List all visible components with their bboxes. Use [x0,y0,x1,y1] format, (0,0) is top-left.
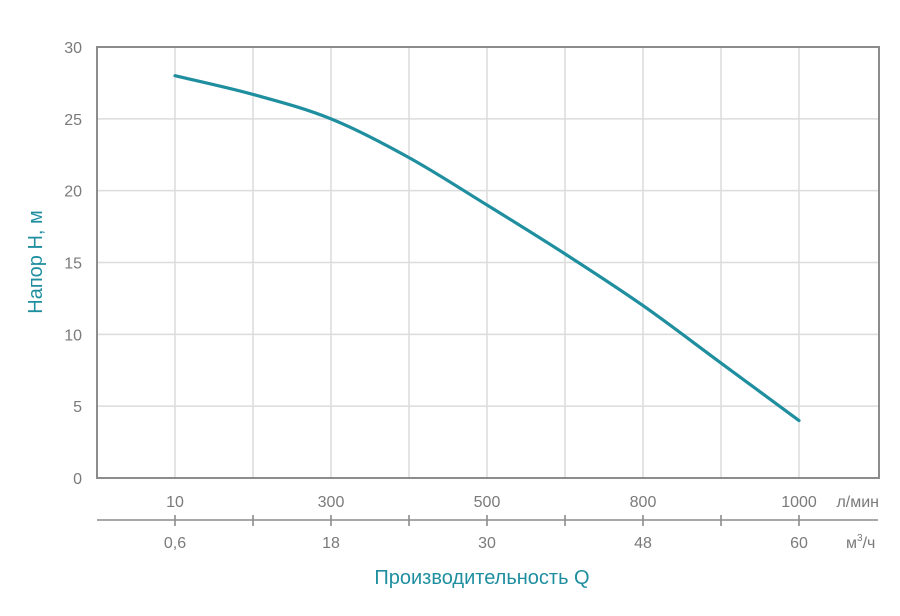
plot-frame [96,46,880,479]
y-tick-label: 10 [64,327,82,344]
x-secondary-tick-label: 30 [478,535,496,552]
x-axis-title: Производительность Q [374,567,589,589]
performance-curve [173,74,801,423]
x-secondary-tick-label: 18 [322,535,340,552]
y-tick-label: 15 [64,256,82,273]
x-secondary-tick-label: 48 [634,535,652,552]
x-secondary-tick-label: 0,6 [164,535,186,552]
y-axis-ticks: 0 5 10 15 20 25 30 [64,40,82,488]
y-tick-label: 30 [64,40,82,57]
x-axis-secondary-labels: 0,6 18 30 48 60 [164,535,808,552]
x-axis-primary-unit: л/мин [836,494,879,511]
y-tick-label: 5 [73,399,82,416]
x-primary-tick-label: 300 [318,494,345,511]
x-axis-primary-labels: 10 300 500 800 1000 [166,494,817,511]
y-tick-label: 25 [64,112,82,129]
x-primary-tick-label: 10 [166,494,184,511]
y-tick-label: 0 [73,471,82,488]
secondary-axis-ticks [174,515,800,526]
y-axis-title: Напор Н, м [25,210,47,314]
x-primary-tick-label: 800 [630,494,657,511]
y-tick-label: 20 [64,184,82,201]
x-primary-tick-label: 1000 [781,494,817,511]
x-secondary-tick-label: 60 [790,535,808,552]
grid-lines [97,47,879,478]
x-axis-secondary-unit: м3/ч [846,533,875,552]
x-primary-tick-label: 500 [474,494,501,511]
